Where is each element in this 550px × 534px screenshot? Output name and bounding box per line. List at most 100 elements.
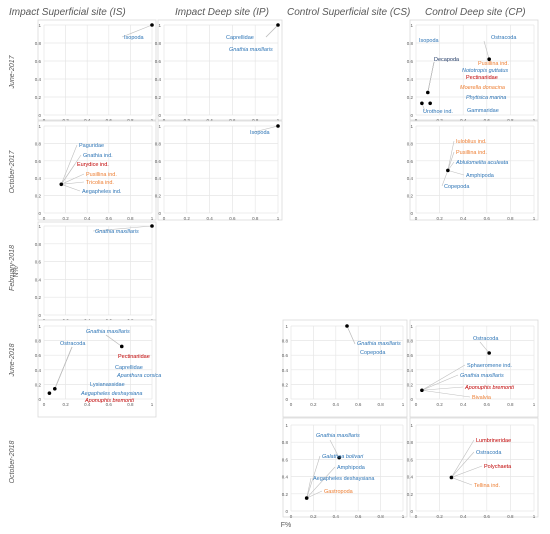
tick-label-x: 1 — [402, 514, 405, 519]
tick-label-x: 0.6 — [106, 216, 113, 221]
leader-line — [121, 24, 153, 38]
point-label: Lysianassidae — [90, 382, 125, 388]
row-labels: June-2017 October-2017 February-2018 June-2… — [9, 54, 16, 483]
tick-label-x: 0.2 — [62, 402, 69, 407]
point-label: Ostracoda — [476, 450, 502, 456]
leader-line — [427, 61, 435, 93]
point-label: Ostracoda — [491, 35, 517, 41]
tick-label-y: 0.8 — [407, 440, 414, 445]
tick-label-y: 0.2 — [282, 492, 289, 497]
tick-label-y: 0 — [285, 397, 288, 402]
leader-line — [483, 40, 490, 60]
tick-label-x: 0 — [290, 514, 293, 519]
tick-label-x: 0 — [415, 402, 418, 407]
tick-label-y: 0.2 — [407, 492, 414, 497]
tick-label-x: 0.2 — [436, 118, 443, 123]
tick-label-x: 0.4 — [333, 402, 340, 407]
leader-line — [92, 225, 153, 232]
panel-frame — [37, 221, 157, 321]
data-point — [59, 182, 64, 187]
point-label: Caprellidae — [115, 365, 143, 371]
tick-label-x: 0.4 — [460, 216, 467, 221]
panel-frame — [409, 319, 539, 418]
tick-label-x: 0 — [43, 402, 46, 407]
column-header-cs: Control Superficial site (CS) — [287, 7, 410, 18]
point-label: Gnathia maxillaris — [357, 341, 401, 347]
tick-label-y: 0.2 — [407, 95, 414, 100]
leader-line — [61, 173, 85, 185]
point-label: Aponuphis bremonti — [464, 385, 515, 391]
tick-label-y: 0.4 — [35, 368, 42, 373]
tick-label-y: 0.4 — [407, 475, 414, 480]
tick-label-y: 0.6 — [407, 353, 414, 358]
point-label: Aegapheles deshaysiana — [313, 476, 375, 482]
point-label: Decapoda — [434, 57, 460, 63]
tick-label-y: 0 — [410, 113, 413, 118]
point-label: Pusillina ind. — [478, 61, 509, 67]
point-label: Gnathia maxillaris — [316, 433, 360, 439]
tick-label-x: 0.8 — [507, 402, 514, 407]
data-point — [487, 351, 491, 355]
tick-label-x: 0 — [163, 216, 166, 221]
tick-label-y: 0.6 — [407, 159, 414, 164]
tick-label-x: 0.2 — [184, 118, 191, 123]
point-label: Apanthura corsica — [116, 373, 161, 379]
tick-label-y: 0.6 — [282, 457, 289, 462]
tick-label-y: 0.2 — [155, 194, 162, 199]
tick-label-x: 0.4 — [206, 216, 213, 221]
tick-label-y: 0.8 — [155, 41, 162, 46]
point-label: Gammaridae — [467, 108, 499, 114]
tick-label-x: 0.4 — [460, 514, 467, 519]
tick-label-y: 0.4 — [155, 176, 162, 181]
leader-line — [61, 163, 76, 185]
tick-label-x: 0.4 — [460, 402, 467, 407]
leader-line — [451, 465, 483, 478]
point-label: Sphaeromene ind. — [467, 363, 512, 369]
tick-label-y: 0 — [285, 509, 288, 514]
tick-label-x: 0.4 — [333, 514, 340, 519]
point-label: Caprellidae — [226, 35, 254, 41]
tick-label-x: 0.6 — [229, 216, 236, 221]
tick-label-x: 1 — [151, 402, 154, 407]
leader-line — [265, 24, 279, 38]
row-label: June-2018 — [9, 343, 16, 377]
tick-label-y: 0.2 — [35, 382, 42, 387]
tick-label-x: 0.2 — [310, 514, 317, 519]
leader-line — [421, 386, 464, 391]
point-label: Amphipoda — [337, 465, 366, 471]
data-point — [276, 23, 280, 27]
data-point — [119, 344, 124, 349]
point-label: Gnathia maxillaris — [86, 329, 130, 335]
tick-label-y: 0.8 — [407, 339, 414, 344]
tick-label-y: 0.2 — [35, 95, 42, 100]
tick-label-y: 0.8 — [282, 339, 289, 344]
point-label: Pectinariidae — [466, 75, 498, 81]
tick-label-x: 0.4 — [84, 402, 91, 407]
tick-label-y: 0 — [410, 509, 413, 514]
point-label: Gnathia maxillaris — [460, 373, 504, 379]
leader-line — [447, 151, 455, 171]
data-point — [446, 168, 450, 173]
tick-label-x: 0.8 — [377, 514, 384, 519]
tick-label-y: 0 — [158, 211, 161, 216]
tick-label-x: 0.8 — [507, 216, 514, 221]
data-point — [426, 90, 430, 95]
panel: 0 0.2 0.4 0.6 0.8 1 0 0.2 0.4 0.6 0.8 1 Caprellidae G… — [155, 19, 283, 123]
tick-label-x: 0.6 — [355, 514, 362, 519]
tick-label-x: 0 — [43, 216, 46, 221]
point-label: Aegapheles deshaysiana — [80, 391, 142, 397]
tick-label-y: 0.8 — [407, 41, 414, 46]
leader-line — [346, 325, 356, 345]
tick-label-y: 0.2 — [407, 194, 414, 199]
tick-label-x: 0.6 — [355, 402, 362, 407]
tick-label-x: 0 — [415, 514, 418, 519]
tick-label-y: 0.6 — [407, 59, 414, 64]
point-label: Gnathia maxillaris — [95, 229, 139, 235]
tick-label-x: 0.2 — [184, 216, 191, 221]
tick-label-x: 0.2 — [62, 118, 69, 123]
panels: 00.20.40.60.810 0.2 0.4 0.6 0.8 1Isopoda00.20… — [35, 19, 539, 519]
leader-line — [451, 477, 473, 486]
leader-line — [441, 170, 449, 187]
tick-label-x: 0 — [43, 118, 46, 123]
